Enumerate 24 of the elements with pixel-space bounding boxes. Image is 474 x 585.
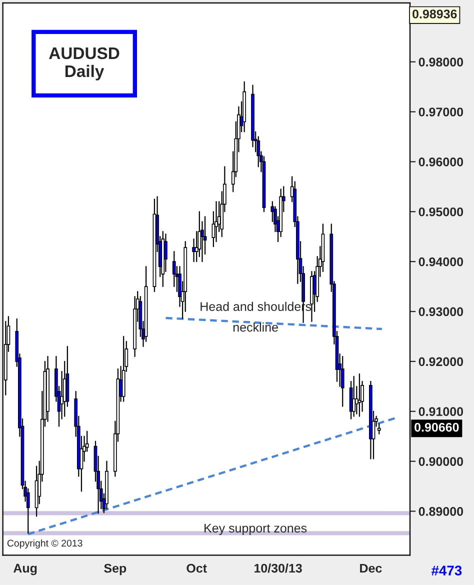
annotation: 0.90660 xyxy=(414,422,459,432)
x-tick-label: 10/30/13 xyxy=(254,564,302,573)
annotation: Copyright © 2013 xyxy=(7,539,82,549)
y-tick-label: 0.91000 xyxy=(418,407,464,416)
y-tick-label: 0.90000 xyxy=(418,457,464,466)
text: #473 xyxy=(431,566,462,576)
y-tick-label: 0.97000 xyxy=(418,108,464,116)
candlestick xyxy=(340,356,344,407)
y-tick-label: 0.95000 xyxy=(418,207,464,216)
y-tick-label: 0.98000 xyxy=(418,58,464,66)
candlestick xyxy=(358,373,362,417)
text: AUDUSD Daily xyxy=(49,47,120,80)
y-tick-label: 0.93000 xyxy=(418,307,464,316)
x-tick-label: Aug xyxy=(13,564,37,576)
x-tick-label: Oct xyxy=(186,564,207,573)
y-tick-label: 0.94000 xyxy=(418,257,464,266)
annotation: Key support zones xyxy=(204,524,307,536)
x-tick-label: Sep xyxy=(104,564,126,576)
x-tick-label: Dec xyxy=(360,564,382,573)
y-tick-label: 0.89000 xyxy=(418,507,464,516)
candlestick xyxy=(352,376,356,417)
y-tick-label: 0.96000 xyxy=(418,158,464,166)
y-tick-label: 0.92000 xyxy=(418,357,464,366)
text: 0.98936 xyxy=(412,10,457,18)
